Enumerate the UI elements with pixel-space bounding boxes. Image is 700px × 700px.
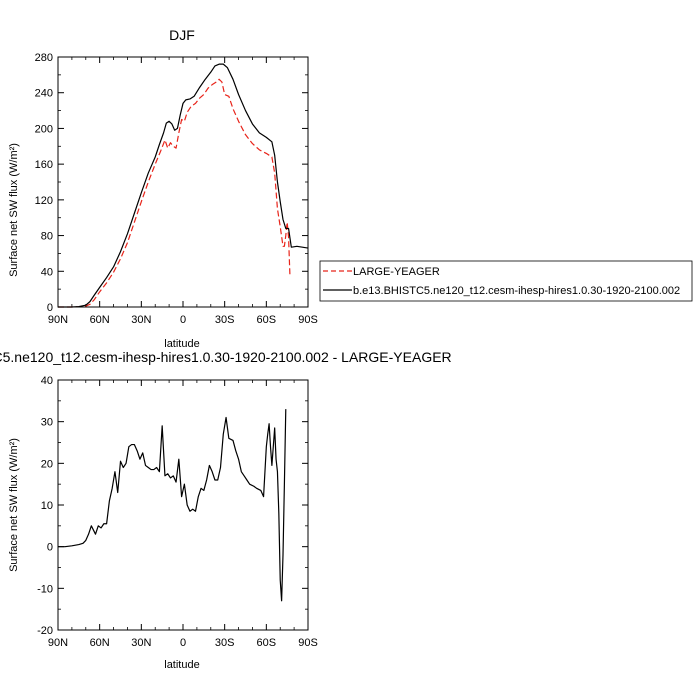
x-tick-label: 90S — [298, 637, 318, 649]
bottom-panel-series — [58, 409, 287, 602]
x-tick-label: 30N — [131, 314, 151, 326]
y-tick-label: 120 — [35, 195, 53, 207]
x-tick-label: 90N — [48, 314, 68, 326]
y-tick-label: 240 — [35, 88, 53, 100]
legend-label-large-yeager: LARGE-YEAGER — [353, 266, 440, 278]
y-tick-label: 10 — [41, 500, 53, 512]
top-panel-series — [58, 63, 309, 308]
y-tick-label: 30 — [41, 417, 53, 429]
bottom-panel-axes: 90N 60N 30N 0 30S 60S 90S -20 -10 0 10 20 30 40 — [37, 375, 318, 649]
top-panel-frame — [57, 56, 309, 308]
y-tick-label: 20 — [41, 458, 53, 470]
y-tick-label: 280 — [35, 52, 53, 64]
y-tick-label: 40 — [41, 266, 53, 278]
top-panel: DJF Surface net SW flux (W/m²) latitude … — [8, 27, 318, 350]
x-tick-label: 30N — [131, 637, 151, 649]
legend: LARGE-YEAGER b.e13.BHISTC5.ne120_t12.ces… — [319, 260, 693, 302]
x-tick-label: 90N — [48, 637, 68, 649]
x-tick-label: 90S — [298, 314, 318, 326]
bottom-panel: b.e13.BHISTC5.ne120_t12.cesm-ihesp-hires… — [0, 349, 452, 671]
y-tick-label: 0 — [47, 302, 53, 314]
y-tick-label: 0 — [47, 542, 53, 554]
legend-label-bhistc5: b.e13.BHISTC5.ne120_t12.cesm-ihesp-hires… — [353, 285, 680, 297]
series-line-difference — [58, 409, 287, 602]
x-tick-label: 60N — [90, 637, 110, 649]
x-tick-label: 30S — [215, 314, 235, 326]
y-tick-label: -20 — [37, 625, 53, 637]
x-tick-label: 60N — [90, 314, 110, 326]
y-tick-label: -10 — [37, 583, 53, 595]
bottom-panel-frame — [57, 379, 309, 631]
bottom-panel-title: b.e13.BHISTC5.ne120_t12.cesm-ihesp-hires… — [0, 349, 452, 365]
x-tick-label: 30S — [215, 637, 235, 649]
bottom-panel-ylabel: Surface net SW flux (W/m²) — [8, 438, 20, 572]
legend-box — [319, 260, 693, 302]
bottom-panel-xlabel: latitude — [164, 659, 199, 671]
y-tick-label: 40 — [41, 375, 53, 387]
top-panel-xlabel: latitude — [164, 338, 199, 350]
x-tick-label: 60S — [257, 314, 277, 326]
x-tick-label: 0 — [180, 637, 186, 649]
x-tick-label: 60S — [257, 637, 277, 649]
series-line-b-e13-bhistc5-ne120-t12-cesm-ihesp-hires — [58, 63, 309, 308]
y-tick-label: 200 — [35, 123, 53, 135]
series-line-large-yeager — [58, 78, 291, 308]
y-tick-label: 160 — [35, 159, 53, 171]
x-tick-label: 0 — [180, 314, 186, 326]
y-tick-label: 80 — [41, 231, 53, 243]
top-panel-ylabel: Surface net SW flux (W/m²) — [8, 143, 20, 277]
top-panel-title: DJF — [169, 27, 195, 43]
